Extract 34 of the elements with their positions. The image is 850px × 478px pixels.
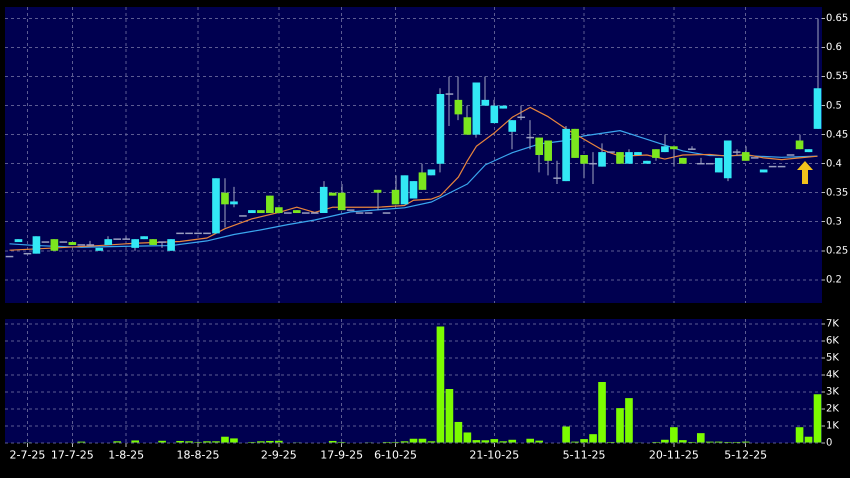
x-tick-label: 5-12-25 [724,448,768,462]
x-tick-label: 18-8-25 [176,448,220,462]
candlestick [517,106,526,120]
candlestick [553,160,561,184]
y-tick-label: 0.45 [826,129,848,140]
y-tick-label: 0.3 [826,216,842,228]
y-tick-label: 5K [826,352,840,364]
x-tick-label: 2-9-25 [260,448,297,462]
x-tick-label: 6-10-25 [374,448,418,462]
y-tick-label: 1K [826,420,840,432]
y-tick-label: 6K [826,336,840,347]
x-tick-label: 17-9-25 [320,448,364,462]
y-tick-label: 0 [826,438,832,449]
y-tick-label: 4K [826,370,840,381]
x-tick-label: 5-11-25 [562,448,606,462]
x-tick-label: 1-8-25 [108,448,144,462]
y-tick-label: 0.35 [826,187,848,198]
x-tick-label: 2-7-25 [9,448,46,462]
candlestick [526,120,534,150]
y-tick-label: 0.2 [826,274,842,286]
candlestick [446,76,454,126]
x-tick-label: 20-11-25 [648,448,699,462]
x-tick-label: 17-7-25 [50,448,94,462]
y-tick-label: 3K [826,386,840,398]
candlestick [589,152,597,184]
y-tick-label: 0.6 [826,42,842,54]
y-tick-label: 0.65 [826,13,848,24]
y-tick-label: 0.25 [826,245,848,256]
y-tick-label: 0.5 [826,100,842,112]
y-tick-label: 0.55 [826,71,848,82]
x-tick-label: 21-10-25 [469,448,520,462]
y-tick-label: 7K [826,318,840,330]
y-tick-label: 0.4 [826,158,842,170]
y-tick-label: 2K [826,404,840,415]
